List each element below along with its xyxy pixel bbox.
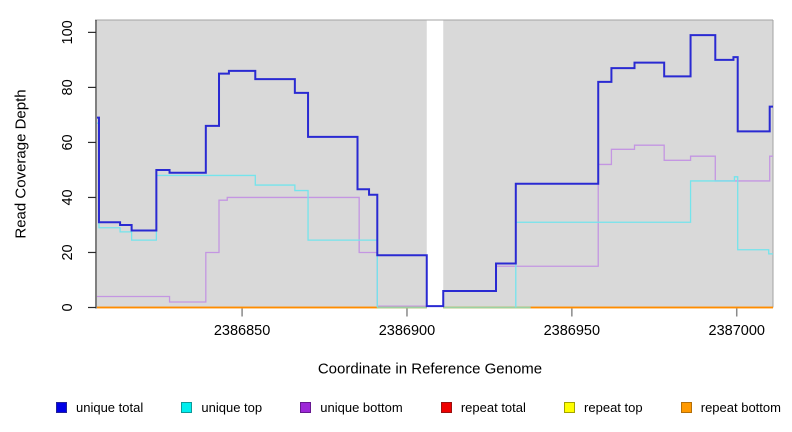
y-tick-label: 0 (60, 303, 76, 311)
y-axis-label: Read Coverage Depth (12, 89, 30, 239)
series-unique-top-line (515, 176, 773, 308)
legend-swatch-icon (680, 402, 692, 413)
x-tick-label: 2386850 (214, 323, 270, 339)
legend-swatch-icon (440, 402, 452, 413)
y-tick-label: 100 (60, 20, 76, 44)
x-tick-label: 2386900 (379, 323, 435, 339)
x-axis-label: Coordinate in Reference Genome (317, 360, 543, 378)
series-unique-total-line (97, 34, 773, 308)
x-tick-label: 2386950 (544, 323, 600, 339)
legend-item-unique-total: unique total (56, 400, 143, 415)
legend-label: repeat bottom (700, 400, 781, 415)
legend-swatch-icon (300, 402, 312, 413)
legend-label: repeat total (460, 400, 526, 415)
legend-label: unique bottom (320, 400, 403, 415)
legend-label: unique top (201, 400, 263, 415)
legend-swatch-icon (564, 402, 576, 413)
legend-item-unique-top: unique top (181, 400, 262, 415)
legend-item-unique-bottom: unique bottom (300, 400, 403, 415)
legend-label: repeat top (584, 400, 643, 415)
legend: unique total unique top unique bottom repea… (56, 400, 781, 415)
legend-item-repeat-top: repeat top (564, 400, 643, 415)
y-tick-label: 80 (60, 79, 76, 95)
y-tick-label: 40 (60, 189, 76, 205)
legend-label: unique total (76, 400, 144, 415)
missing-data-band (426, 20, 444, 308)
y-tick-label: 20 (60, 244, 76, 260)
legend-swatch-icon (181, 402, 193, 413)
plot-svg: 0 20 40 60 80 100 2386850 2386900 2386950 2387000 (60, 19, 774, 339)
y-tick-label: 60 (60, 134, 76, 150)
legend-item-repeat-bottom: repeat bottom (680, 400, 781, 415)
legend-swatch-icon (56, 402, 67, 413)
legend-item-repeat-total: repeat total (440, 400, 526, 415)
x-tick-label: 2387000 (709, 323, 765, 339)
